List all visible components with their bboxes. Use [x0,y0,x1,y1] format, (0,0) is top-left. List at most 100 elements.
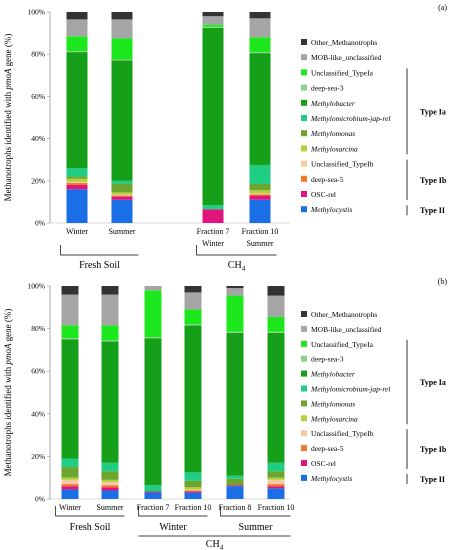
bar-segment-methylosarcina [267,477,285,480]
bar-segment-methylosarcina [184,487,202,490]
legend-swatch [301,340,307,347]
legend-swatch [301,460,307,466]
bar-segment-methylomonas [61,467,79,478]
legend-swatch [301,130,307,137]
bar-segment-osc-rel [66,185,88,190]
bar-segment-methylocystis [184,492,202,499]
bar-segment-methylosarcina [249,190,271,194]
y-axis-title: Methanotrophs identified with pmoA gene … [3,34,13,202]
type-group-label: Type II [420,206,445,215]
bar-segment-methylomicrobium-jap-rel [184,472,202,481]
bar-segment-other-methanotrophs [66,12,88,20]
bar-segment-osc-rel [202,209,224,223]
legend-label: OSC-rel [311,459,336,468]
panel-label: (b) [438,277,448,286]
legend-label: Methylomonas [310,129,355,138]
type-group-label: Type Ib [420,176,447,185]
type-group-label: Type Ia [420,378,446,387]
legend-label: deep-sea-3 [311,355,344,364]
bar-segment-deep-sea-5 [267,484,285,487]
bar-segment-deep-sea-5 [66,182,88,186]
bar-segment-methylomicrobium-jap-rel [202,205,224,210]
bar-segment-unclassified-typeib [66,181,88,183]
panel-a: 0% 20% 40% 60% 80% 100% Winter Summer Fraction 7… [3,3,447,273]
legend-swatch [301,325,307,332]
legend-swatch [301,370,307,377]
bar-segment-methylomonas [267,471,285,478]
bar-segment-methylobacter [101,341,119,463]
bar-segment-deep-sea-3 [226,331,244,333]
bar-segment-methylomonas [249,183,271,191]
y-tick-label: 100% [28,8,46,17]
bar-segment-other-methanotrophs [267,286,285,296]
bar-segment-osc-rel [249,195,271,200]
legend-label: Methylobacter [310,99,355,108]
bar-segment-other-methanotrophs [111,12,133,20]
y-tick-label: 100% [28,282,46,291]
bar-segment-unclassified-typeib [184,489,202,491]
bar-segment-methylobacter [267,332,285,463]
bar-segment-methylosarcina [111,192,133,195]
x-category-label: Fraction 8 [219,503,252,512]
x-category-label: Summer [96,503,123,512]
bar-segment-unclassified-typeia [144,290,162,338]
panel-b: 0% 20% 40% 60% 80% 100% Winter Summer Fraction 7… [3,277,447,550]
bar-segment-other-methanotrophs [101,286,119,295]
bar-segment-deep-sea-3 [267,331,285,333]
bar-segment-methylocystis [111,199,133,223]
bar-segment-mob-like-unclassified [184,292,202,310]
x-category-label: Fraction 10 [175,503,212,512]
bar-segment-methylobacter [61,339,79,459]
bar-segment-unclassified-typeib [267,479,285,485]
legend-label: deep-sea-5 [311,444,344,453]
legend-swatch [301,99,307,106]
legend-swatch [301,474,307,481]
legend-label: Methylomonas [310,399,355,408]
legend-swatch [301,206,307,213]
bar-segment-unclassified-typeia [111,38,133,60]
legend-swatch [301,191,307,197]
bar-segment-methylomonas [111,183,133,193]
bar-segment-methylomicrobium-jap-rel [111,180,133,184]
bar-segment-methylomonas [184,480,202,488]
legend-label: Methylomicrobium-jap-rel [310,385,390,394]
bar-segment-osc-rel [144,491,162,493]
type-group-label: Type Ia [420,107,446,116]
legend-label: Other_Methanotrophs [311,310,377,319]
y-tick-label: 80% [31,324,45,333]
bar-segment-methylomicrobium-jap-rel [144,485,162,492]
legend-label: deep-sea-3 [311,84,344,93]
y-tick-label: 40% [31,134,45,143]
bar-segment-methylomicrobium-jap-rel [61,458,79,468]
y-tick-label: 0% [35,219,45,228]
bar-segment-mob-like-unclassified [66,19,88,37]
bar-segment-mob-like-unclassified [249,18,271,38]
legend-swatch [301,430,307,437]
bar-segment-deep-sea-5 [184,490,202,492]
y-tick-label: 80% [31,50,45,59]
legend-label: Methylosarcina [310,414,358,423]
bar-segment-methylosarcina [61,477,79,480]
x-category-label: Fraction 10 [242,227,279,236]
y-axis-title: Methanotrophs identified with pmoA gene … [3,309,13,477]
legend-swatch [301,400,307,407]
legend-swatch [301,160,307,167]
legend-label: MOB-like_unclassified [311,53,382,62]
bar-segment-unclassified-typeib [101,481,119,486]
bar-segment-methylobacter [249,53,271,165]
legend-swatch [301,415,307,422]
bar-segment-methylobacter [184,325,202,473]
bar-segment-other-methanotrophs [226,286,244,289]
bar-segment-deep-sea-3 [249,52,271,54]
y-tick-label: 20% [31,176,45,185]
y-tick-label: 20% [31,452,45,461]
bar-segment-mob-like-unclassified [101,294,119,326]
bar-segment-unclassified-typeib [249,193,271,195]
legend-label: Unclassified_TypeIb [311,160,374,169]
panel-label: (a) [438,3,447,12]
bar-segment-unclassified-typeia [66,36,88,52]
bar-segment-methylocystis [249,199,271,223]
bar-segment-mob-like-unclassified [111,19,133,39]
legend-label: Unclassified_TypeIa [311,340,374,349]
